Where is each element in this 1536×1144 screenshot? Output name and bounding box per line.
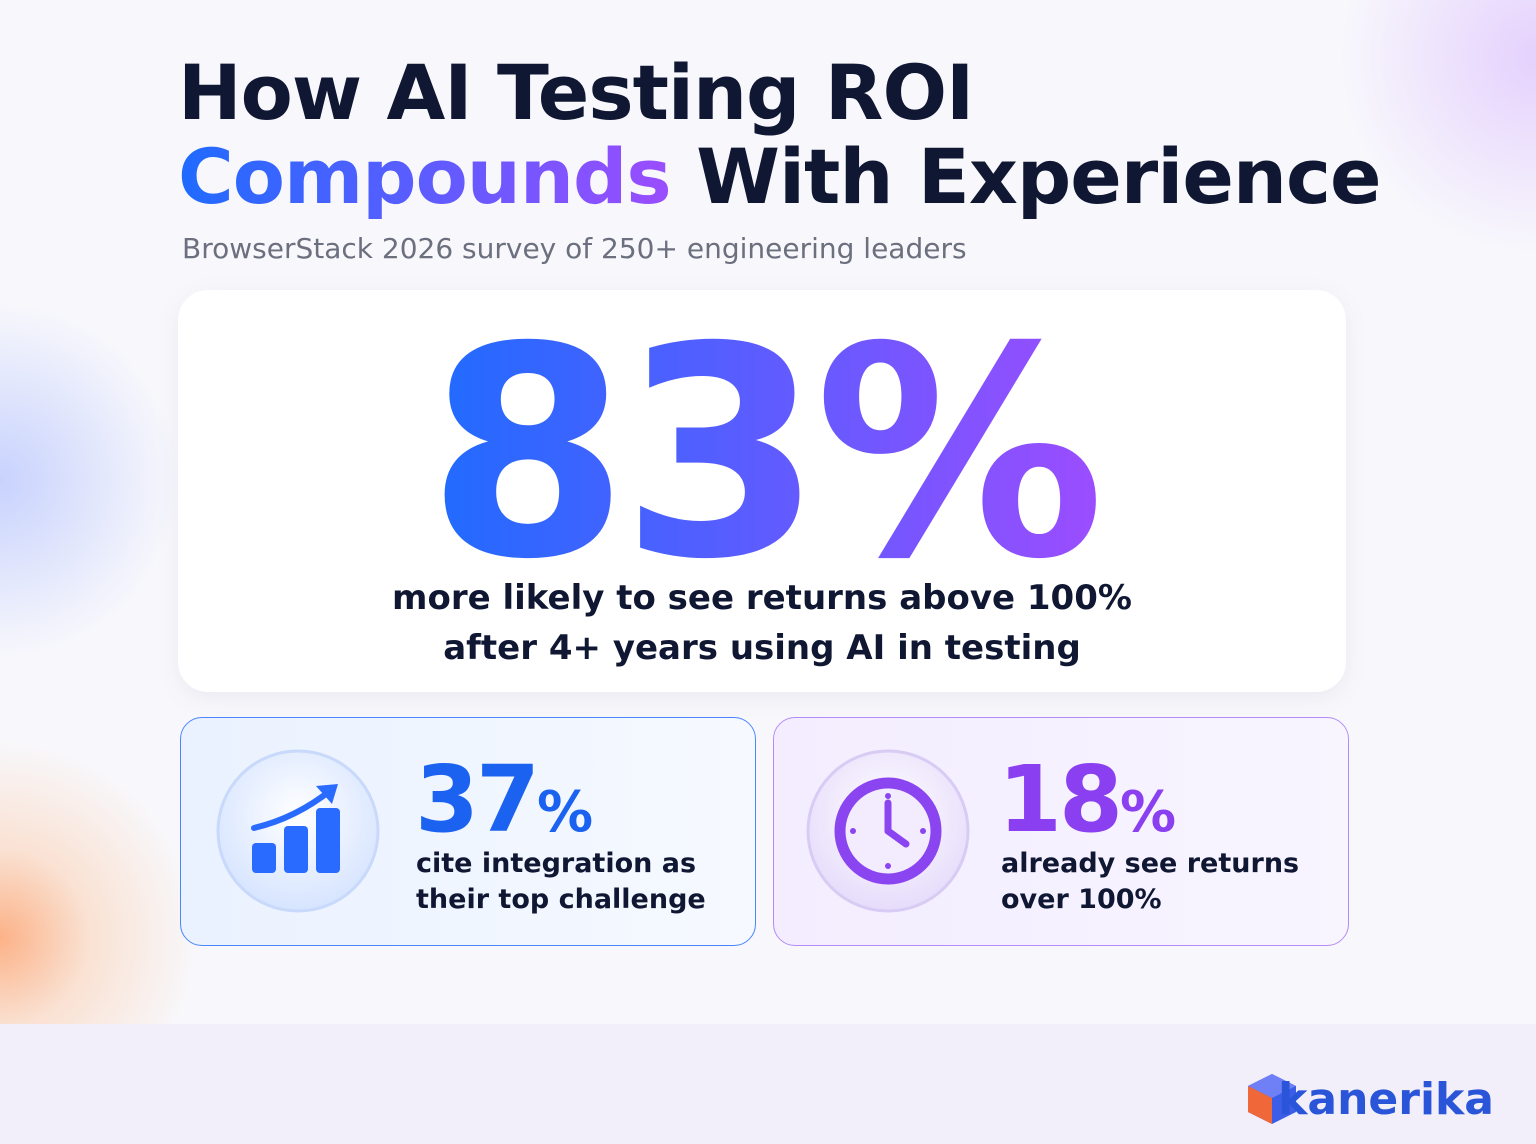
- stat-unit: %: [1120, 780, 1176, 845]
- stat-value-wrap: 18%: [998, 754, 1176, 846]
- title-line: Compounds With Experience: [178, 132, 1382, 221]
- stat-card: 18% already see returns over 100%: [773, 717, 1349, 946]
- stat-card: 37% cite integration as their top challe…: [180, 717, 756, 946]
- growth-icon: [216, 749, 380, 913]
- brand-logo: [1248, 1074, 1296, 1124]
- subtitle: BrowserStack 2026 survey of 250+ enginee…: [182, 232, 967, 265]
- stat-description: over 100%: [1001, 884, 1162, 915]
- stat-value: 37: [415, 746, 540, 853]
- hero-stat-wrap: 83%: [178, 310, 1346, 600]
- stat-description: their top challenge: [416, 884, 706, 915]
- stat-value: 18: [998, 746, 1123, 853]
- title-highlight: Compounds: [178, 132, 672, 221]
- brand-name: kanerika: [1278, 1074, 1494, 1125]
- hero-description: after 4+ years using AI in testing: [443, 628, 1081, 668]
- hero-description: more likely to see returns above 100%: [392, 578, 1132, 618]
- stat-unit: %: [537, 780, 593, 845]
- title-line: How AI Testing ROI: [178, 48, 974, 137]
- title-rest: With Experience: [696, 132, 1381, 221]
- hero-stat: 83%: [426, 286, 1105, 623]
- clock-icon: [806, 749, 970, 913]
- stat-description: already see returns: [1001, 848, 1300, 879]
- stat-value-wrap: 37%: [415, 754, 593, 846]
- hero-card: 83% more likely to see returns above 100…: [178, 290, 1346, 692]
- stat-description: cite integration as: [416, 848, 697, 879]
